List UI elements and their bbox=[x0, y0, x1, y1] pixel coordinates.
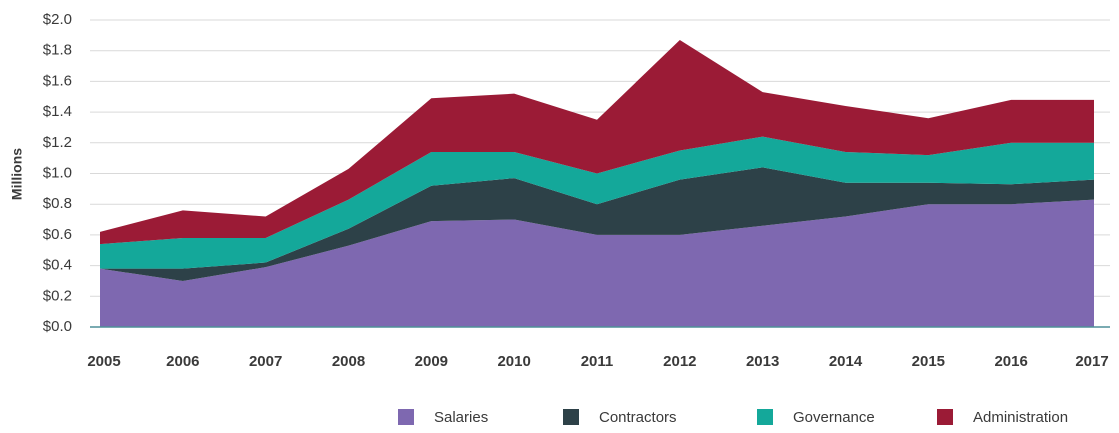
area bbox=[100, 136, 1094, 269]
legend-swatch bbox=[563, 409, 579, 425]
area bbox=[100, 167, 1094, 281]
legend-label: Salaries bbox=[434, 409, 488, 426]
x-tick-label: 2005 bbox=[87, 353, 120, 370]
area bbox=[100, 39, 1094, 245]
y-axis-label: Millions bbox=[9, 148, 25, 200]
legend-swatch bbox=[757, 409, 773, 425]
x-tick-label: 2008 bbox=[332, 353, 365, 370]
x-tick-label: 2011 bbox=[581, 353, 614, 370]
y-tick-label: $1.8 bbox=[43, 42, 72, 59]
y-tick-label: $0.4 bbox=[43, 257, 72, 274]
y-tick-label: $0.8 bbox=[43, 195, 72, 212]
x-tick-label: 2013 bbox=[746, 353, 779, 370]
area bbox=[100, 199, 1094, 327]
y-tick-label: $0.0 bbox=[43, 318, 72, 335]
y-tick-label: $1.4 bbox=[43, 103, 72, 120]
y-tick-label: $1.2 bbox=[43, 134, 72, 151]
x-tick-label: 2010 bbox=[497, 353, 530, 370]
legend-swatch bbox=[398, 409, 414, 425]
y-tick-label: $2.0 bbox=[43, 11, 72, 28]
y-tick-label: $1.6 bbox=[43, 72, 72, 89]
x-tick-label: 2016 bbox=[994, 353, 1027, 370]
x-tick-label: 2009 bbox=[415, 353, 448, 370]
legend-swatch bbox=[937, 409, 953, 425]
x-tick-label: 2007 bbox=[249, 353, 282, 370]
y-tick-label: $0.6 bbox=[43, 226, 72, 243]
x-tick-label: 2006 bbox=[166, 353, 199, 370]
x-tick-label: 2012 bbox=[663, 353, 696, 370]
y-tick-label: $0.2 bbox=[43, 287, 72, 304]
legend-label: Governance bbox=[793, 409, 875, 426]
x-tick-label: 2015 bbox=[912, 353, 945, 370]
legend-label: Contractors bbox=[599, 409, 677, 426]
x-tick-label: 2014 bbox=[829, 353, 863, 370]
x-tick-label: 2017 bbox=[1075, 353, 1108, 370]
y-tick-label: $1.0 bbox=[43, 164, 72, 181]
legend-label: Administration bbox=[973, 409, 1068, 426]
